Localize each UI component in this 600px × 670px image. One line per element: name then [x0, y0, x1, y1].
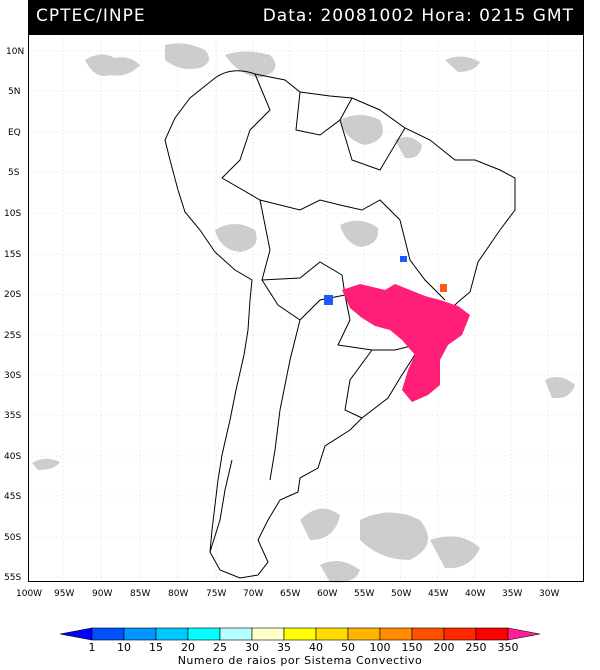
- lat-label: 55S: [4, 573, 21, 583]
- colorbar-swatch: [315, 627, 349, 641]
- lon-labels: 100W 95W 90W 85W 80W 75W 70W 65W 60W 55W…: [16, 589, 559, 599]
- colorbar-tick-label: 15: [149, 641, 163, 654]
- colorbar-tick-label: 10: [117, 641, 131, 654]
- colorbar-tick-label: 20: [181, 641, 195, 654]
- lat-label: EQ: [8, 128, 21, 138]
- colorbar-tick-label: 50: [341, 641, 355, 654]
- lat-label: 20S: [4, 290, 21, 300]
- colorbar-tick-label: 150: [402, 641, 423, 654]
- lon-label: 65W: [280, 589, 300, 599]
- lat-label: 25S: [4, 331, 21, 341]
- lightning-main-cluster: [342, 284, 470, 402]
- source-label: CPTEC/INPE: [36, 6, 146, 26]
- colorbar-swatch: [507, 627, 541, 641]
- cloud-layer: [32, 43, 575, 583]
- lat-label: 50S: [4, 533, 21, 543]
- lightning-blue-cluster-2: [400, 256, 407, 262]
- colorbar-tick-label: 200: [434, 641, 455, 654]
- colorbar-caption: Numero de raios por Sistema Convectivo: [177, 654, 423, 667]
- map-frame: [28, 34, 584, 582]
- colorbar-swatch: [347, 627, 381, 641]
- lat-label: 5S: [8, 168, 20, 178]
- south-america-outline: [164, 70, 516, 579]
- lat-label: 5N: [8, 87, 20, 97]
- colorbar-swatch: [123, 627, 157, 641]
- colorbar-tick-label: 30: [245, 641, 259, 654]
- lat-label: 35S: [4, 411, 21, 421]
- colorbar-swatches: [59, 627, 541, 641]
- lightning-layer: [324, 256, 470, 402]
- lon-label: 95W: [54, 589, 74, 599]
- lon-label: 90W: [92, 589, 112, 599]
- colorbar-swatch: [379, 627, 413, 641]
- map-canvas: 10N 5N EQ 5S 10S 15S 20S 25S 30S 35S 40S…: [4, 34, 584, 599]
- lon-label: 55W: [354, 589, 374, 599]
- colorbar-tick-label: 100: [370, 641, 391, 654]
- lightning-orange-cluster: [440, 284, 447, 292]
- lon-label: 50W: [391, 589, 411, 599]
- colorbar-swatch: [475, 627, 509, 641]
- lon-label: 75W: [206, 589, 226, 599]
- graticule: [28, 34, 584, 582]
- colorbar-swatch: [91, 627, 125, 641]
- colorbar-tick-label: 35: [277, 641, 291, 654]
- lat-label: 40S: [4, 452, 21, 462]
- colorbar-swatch: [411, 627, 445, 641]
- colorbar-swatch: [155, 627, 189, 641]
- colorbar-swatch: [443, 627, 477, 641]
- colorbar-swatch: [59, 627, 93, 641]
- colorbar-tick-label: 40: [309, 641, 323, 654]
- lon-label: 85W: [130, 589, 150, 599]
- colorbar-swatch: [283, 627, 317, 641]
- lon-label: 45W: [428, 589, 448, 599]
- lightning-blue-cluster-1: [324, 295, 333, 305]
- colorbar-swatch: [219, 627, 253, 641]
- colorbar-tick-label: 25: [213, 641, 227, 654]
- lon-label: 40W: [465, 589, 485, 599]
- lat-label: 30S: [4, 371, 21, 381]
- colorbar: 1 10 15 20 25 30 35 40 50 100 150 200 250 350: [59, 627, 541, 654]
- lat-label: 45S: [4, 492, 21, 502]
- lat-label: 10S: [4, 209, 21, 219]
- lon-label: 70W: [243, 589, 263, 599]
- lon-label: 80W: [168, 589, 188, 599]
- lat-label: 15S: [4, 250, 21, 260]
- lon-label: 60W: [317, 589, 337, 599]
- lon-label: 100W: [16, 589, 42, 599]
- lat-label: 10N: [6, 47, 24, 57]
- lat-labels: 10N 5N EQ 5S 10S 15S 20S 25S 30S 35S 40S…: [4, 47, 24, 583]
- lon-label: 30W: [539, 589, 559, 599]
- colorbar-labels: 1 10 15 20 25 30 35 40 50 100 150 200 250 350: [89, 641, 519, 654]
- colorbar-tick-label: 1: [89, 641, 96, 654]
- colorbar-tick-label: 250: [466, 641, 487, 654]
- colorbar-tick-label: 350: [498, 641, 519, 654]
- lon-label: 35W: [502, 589, 522, 599]
- title-bar: CPTEC/INPE Data: 20081002 Hora: 0215 GMT: [28, 0, 584, 34]
- datetime-label: Data: 20081002 Hora: 0215 GMT: [262, 6, 574, 26]
- colorbar-swatch: [251, 627, 285, 641]
- colorbar-swatch: [187, 627, 221, 641]
